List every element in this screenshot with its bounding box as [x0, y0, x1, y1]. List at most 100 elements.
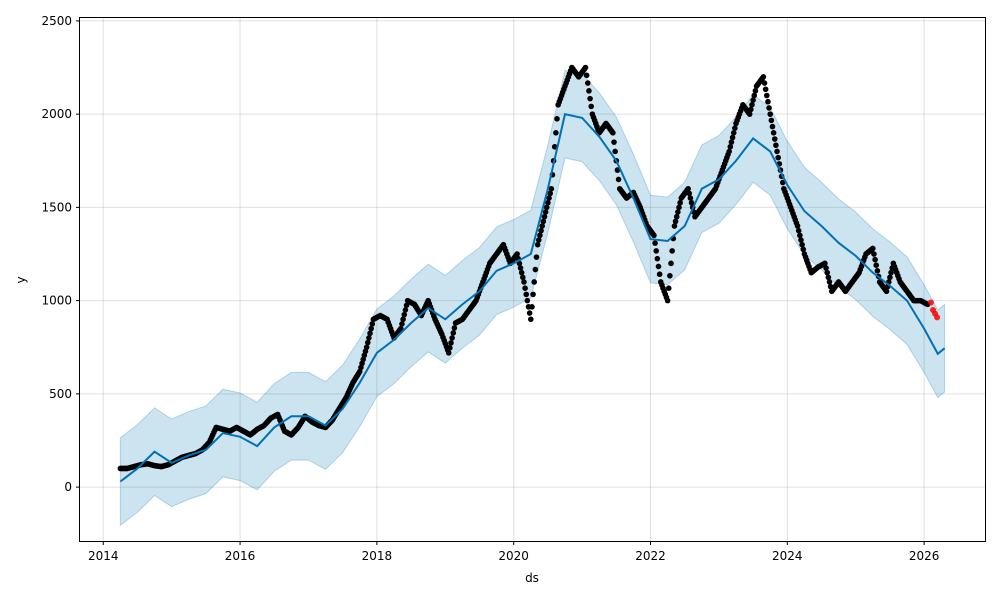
actual-point [795, 227, 802, 234]
actual-point [527, 316, 534, 323]
x-tick-label: 2026 [909, 549, 940, 563]
actual-point [584, 80, 591, 86]
actual-point [448, 340, 454, 346]
actual-point [765, 98, 771, 105]
actual-point [732, 125, 738, 131]
actual-point [529, 304, 535, 310]
actual-point [676, 204, 682, 211]
actual-point [538, 227, 544, 234]
actual-point [543, 204, 550, 211]
actual-point [800, 246, 807, 253]
actual-point [449, 335, 455, 341]
actual-point [542, 209, 549, 215]
actual-point [769, 123, 776, 130]
actual-point [779, 179, 786, 186]
actual-point [767, 111, 774, 117]
actual-point [522, 285, 528, 291]
actual-point [672, 218, 679, 225]
actual-point [518, 269, 525, 276]
actual-point [751, 92, 758, 99]
y-tick-label: 1500 [41, 200, 72, 214]
actual-point [748, 106, 754, 113]
actual-point [364, 339, 371, 346]
y-tick-label: 0 [64, 480, 72, 494]
actual-point [547, 190, 553, 197]
actual-point [752, 88, 759, 94]
actual-point [537, 232, 543, 239]
actual-point [653, 248, 659, 254]
x-tick-label: 2024 [772, 549, 803, 563]
actual-point [826, 279, 833, 285]
actual-point [726, 148, 732, 155]
actual-point [554, 116, 560, 122]
uncertainty-band [119, 69, 946, 527]
holdout-points [927, 299, 941, 321]
actual-point [553, 130, 559, 136]
actual-point [401, 311, 408, 318]
actual-point [523, 291, 530, 298]
actual-point [654, 255, 661, 262]
actual-point [532, 266, 539, 273]
actual-point [870, 245, 876, 252]
actual-point [750, 97, 756, 103]
actual-point [766, 105, 772, 111]
x-axis-label: ds [525, 571, 539, 585]
x-tick-label: 2020 [498, 549, 529, 563]
actual-point [368, 325, 374, 332]
actual-point [771, 136, 778, 142]
actual-point [367, 330, 373, 337]
actual-point [730, 130, 737, 136]
actual-point [533, 254, 540, 260]
actual-point [727, 143, 734, 150]
x-tick-label: 2022 [635, 549, 666, 563]
actual-point [883, 288, 890, 295]
plot-frame [79, 17, 986, 542]
actual-point [363, 344, 370, 351]
actual-point [887, 274, 893, 281]
actual-point [746, 111, 753, 117]
actual-point [402, 307, 409, 313]
actual-point [797, 232, 803, 239]
y-tick-label: 2500 [41, 14, 72, 28]
y-tick-label: 500 [49, 387, 72, 401]
actual-point [610, 130, 616, 136]
actual-point [664, 297, 671, 304]
actual-point [534, 241, 541, 248]
actual-point [669, 248, 675, 254]
x-tick-label: 2014 [88, 549, 119, 563]
actual-point [673, 213, 680, 220]
actual-point [652, 240, 658, 246]
forecast-line [119, 112, 946, 483]
actual-point [366, 335, 372, 341]
actual-point [763, 92, 770, 99]
actual-point [668, 260, 674, 267]
actual-point [773, 142, 779, 149]
actual-point [445, 350, 452, 356]
actual-point [514, 251, 520, 257]
actual-point [611, 139, 617, 145]
actual-point [399, 321, 405, 327]
actual-point [761, 80, 768, 86]
actual-point [447, 345, 453, 351]
actual-point [760, 74, 767, 80]
actual-point [675, 209, 681, 215]
actual-point [615, 176, 622, 183]
actual-point [665, 285, 672, 291]
actual-point [526, 310, 533, 316]
grid [80, 17, 985, 541]
actual-point [774, 148, 780, 155]
holdout-point [927, 299, 934, 306]
actual-point [586, 88, 592, 94]
actual-point [531, 279, 538, 285]
actual-point [400, 316, 406, 323]
actual-point [888, 269, 894, 276]
actual-point [398, 325, 404, 332]
actual-point [685, 185, 691, 192]
actual-point [541, 213, 548, 220]
actual-point [451, 325, 458, 331]
actual-point [671, 223, 678, 229]
actual-point [524, 297, 531, 304]
actual-point [548, 185, 555, 192]
actual-point [823, 265, 829, 271]
